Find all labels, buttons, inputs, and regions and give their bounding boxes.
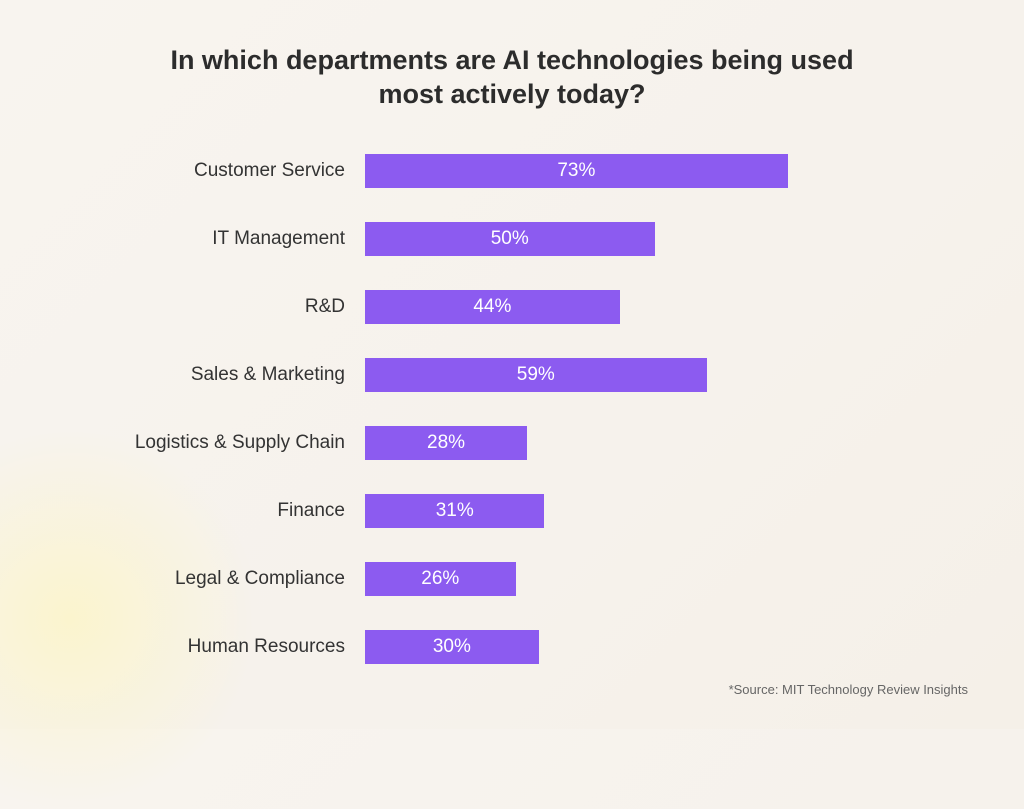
chart-title: In which departments are AI technologies…: [152, 44, 872, 112]
bar-chart: Customer Service 73% IT Management 50% R…: [70, 152, 944, 696]
bar-row: Logistics & Supply Chain 28%: [70, 424, 944, 462]
bar-track: 50%: [365, 222, 944, 256]
bar-label: Logistics & Supply Chain: [70, 432, 365, 454]
bar-row: R&D 44%: [70, 288, 944, 326]
bar: 59%: [365, 358, 707, 392]
bar-label: Finance: [70, 500, 365, 522]
bar: 28%: [365, 426, 527, 460]
bar-value: 44%: [473, 296, 511, 318]
bar: 44%: [365, 290, 620, 324]
bar-row: IT Management 50%: [70, 220, 944, 258]
bar: 26%: [365, 562, 516, 596]
bar: 73%: [365, 154, 788, 188]
bar-value: 30%: [433, 636, 471, 658]
bar-row: Customer Service 73%: [70, 152, 944, 190]
bar-track: 28%: [365, 426, 944, 460]
bar-track: 31%: [365, 494, 944, 528]
bar-row: Finance 31%: [70, 492, 944, 530]
bar-label: Customer Service: [70, 160, 365, 182]
bar: 31%: [365, 494, 544, 528]
bar: 30%: [365, 630, 539, 664]
bar-label: Human Resources: [70, 636, 365, 658]
bar-track: 59%: [365, 358, 944, 392]
bar: 50%: [365, 222, 655, 256]
bar-value: 28%: [427, 432, 465, 454]
bar-value: 26%: [421, 568, 459, 590]
bar-value: 50%: [491, 228, 529, 250]
bar-row: Human Resources 30%: [70, 628, 944, 666]
bar-label: Sales & Marketing: [70, 364, 365, 386]
bar-row: Sales & Marketing 59%: [70, 356, 944, 394]
chart-container: In which departments are AI technologies…: [0, 0, 1024, 729]
source-attribution: *Source: MIT Technology Review Insights: [729, 682, 968, 697]
bar-value: 59%: [517, 364, 555, 386]
bar-label: IT Management: [70, 228, 365, 250]
bar-row: Legal & Compliance 26%: [70, 560, 944, 598]
bar-track: 26%: [365, 562, 944, 596]
bar-label: Legal & Compliance: [70, 568, 365, 590]
bar-value: 73%: [557, 160, 595, 182]
bar-track: 44%: [365, 290, 944, 324]
bar-track: 73%: [365, 154, 944, 188]
bar-value: 31%: [436, 500, 474, 522]
bar-track: 30%: [365, 630, 944, 664]
bar-label: R&D: [70, 296, 365, 318]
